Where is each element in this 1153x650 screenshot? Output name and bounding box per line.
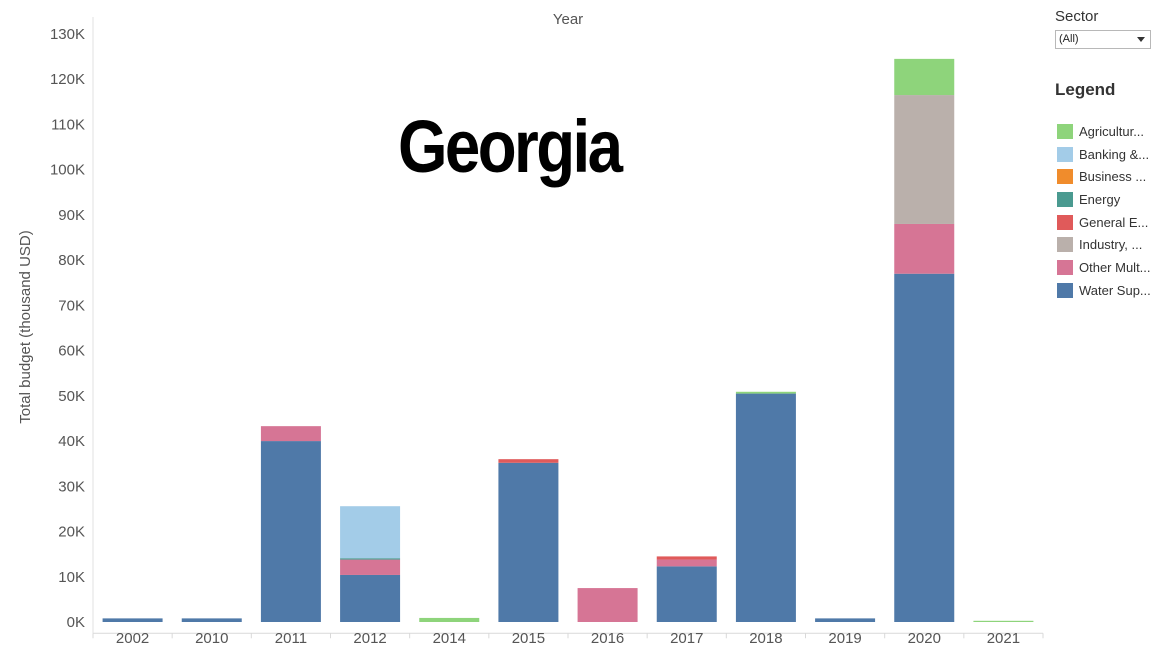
legend-label: General E... (1079, 214, 1149, 230)
bar-segment[interactable] (656, 559, 717, 567)
y-tick-label: 50K (58, 388, 85, 405)
bars (102, 58, 1034, 622)
y-tick-label: 10K (58, 569, 85, 586)
y-tick-label: 30K (58, 478, 85, 495)
sector-filter-dropdown[interactable]: (All) (1055, 30, 1151, 49)
chart-overlay-title: Georgia (398, 105, 623, 188)
y-tick-label: 60K (58, 343, 85, 360)
sector-filter-label: Sector (1055, 8, 1099, 25)
legend-swatch (1057, 282, 1073, 298)
legend-item-other-multi[interactable]: Other Mult... (1057, 256, 1151, 279)
legend-label: Industry, ... (1079, 237, 1143, 253)
bar-segment[interactable] (340, 574, 401, 622)
y-tick-label: 80K (58, 252, 85, 269)
bar-segment[interactable] (340, 559, 401, 575)
x-tick-label: 2020 (908, 630, 941, 647)
sector-filter-value: (All) (1059, 33, 1079, 45)
y-tick-label: 0K (67, 614, 85, 631)
x-axis: 2002 2010 2011 2012 2014 2015 2016 2017 2018 2019… (92, 630, 1044, 647)
y-tick-label: 100K (50, 162, 85, 179)
bar-segment[interactable] (102, 618, 163, 622)
legend-swatch (1057, 259, 1073, 275)
x-tick-label: 2014 (433, 630, 466, 647)
x-tick-label: 2010 (195, 630, 228, 647)
legend: Agricultur... Banking &... Business ... … (1057, 120, 1151, 302)
x-tick-label: 2017 (670, 630, 703, 647)
bar-segment[interactable] (973, 620, 1034, 622)
legend-item-energy[interactable]: Energy (1057, 188, 1151, 211)
x-tick-label: 2002 (116, 630, 149, 647)
bar-segment[interactable] (498, 459, 559, 463)
bar-segment[interactable] (340, 506, 401, 559)
legend-swatch (1057, 214, 1073, 230)
legend-item-business[interactable]: Business ... (1057, 165, 1151, 188)
bar-segment[interactable] (181, 618, 242, 622)
x-tick-label: 2015 (512, 630, 545, 647)
bar-segment[interactable] (260, 426, 321, 442)
legend-item-water-supply[interactable]: Water Sup... (1057, 279, 1151, 302)
x-tick-label: 2019 (828, 630, 861, 647)
legend-item-general[interactable]: General E... (1057, 211, 1151, 234)
chevron-down-icon (1137, 37, 1145, 42)
y-tick-label: 130K (50, 26, 85, 43)
legend-label: Banking &... (1079, 146, 1150, 162)
legend-swatch (1057, 191, 1073, 207)
y-tick-label: 70K (58, 297, 85, 314)
legend-label: Water Sup... (1079, 282, 1151, 298)
legend-title: Legend (1055, 80, 1116, 99)
bar-segment[interactable] (656, 556, 717, 560)
bar-segment[interactable] (735, 393, 796, 622)
bar-segment[interactable] (894, 223, 955, 274)
x-tick-label: 2011 (275, 630, 307, 647)
bar-segment[interactable] (894, 273, 955, 622)
legend-label: Energy (1079, 191, 1121, 207)
legend-swatch (1057, 169, 1073, 185)
x-axis-title: Year (553, 11, 583, 28)
legend-label: Other Mult... (1079, 259, 1151, 275)
bar-segment[interactable] (498, 462, 559, 622)
legend-item-industry[interactable]: Industry, ... (1057, 233, 1151, 256)
legend-item-banking[interactable]: Banking &... (1057, 143, 1151, 166)
bar-segment[interactable] (894, 58, 955, 96)
y-tick-label: 40K (58, 433, 85, 450)
y-tick-label: 90K (58, 207, 85, 224)
x-tick-label: 2016 (591, 630, 624, 647)
bar-segment[interactable] (419, 617, 480, 622)
legend-swatch (1057, 123, 1073, 139)
bar-chart: 0K 10K 20K 30K 40K 50K 60K 70K 80K 90K 100K 110K 120… (17, 11, 1044, 647)
bar-segment[interactable] (340, 558, 401, 560)
y-tick-label: 120K (50, 71, 85, 88)
bar-segment[interactable] (735, 391, 796, 394)
y-axis: 0K 10K 20K 30K 40K 50K 60K 70K 80K 90K 100K 110K 120… (50, 16, 94, 634)
y-axis-title: Total budget (thousand USD) (17, 230, 34, 423)
y-tick-label: 110K (51, 116, 85, 133)
x-tick-label: 2021 (987, 630, 1020, 647)
legend-label: Business ... (1079, 169, 1147, 185)
legend-item-agriculture[interactable]: Agricultur... (1057, 120, 1151, 143)
legend-swatch (1057, 146, 1073, 162)
legend-label: Agricultur... (1079, 123, 1145, 139)
x-tick-label: 2012 (353, 630, 386, 647)
bar-segment[interactable] (656, 566, 717, 622)
y-tick-label: 20K (58, 524, 85, 541)
x-tick-label: 2018 (749, 630, 782, 647)
bar-segment[interactable] (815, 618, 876, 622)
bar-segment[interactable] (577, 588, 638, 622)
legend-swatch (1057, 237, 1073, 253)
bar-segment[interactable] (260, 441, 321, 622)
bar-segment[interactable] (894, 95, 955, 224)
